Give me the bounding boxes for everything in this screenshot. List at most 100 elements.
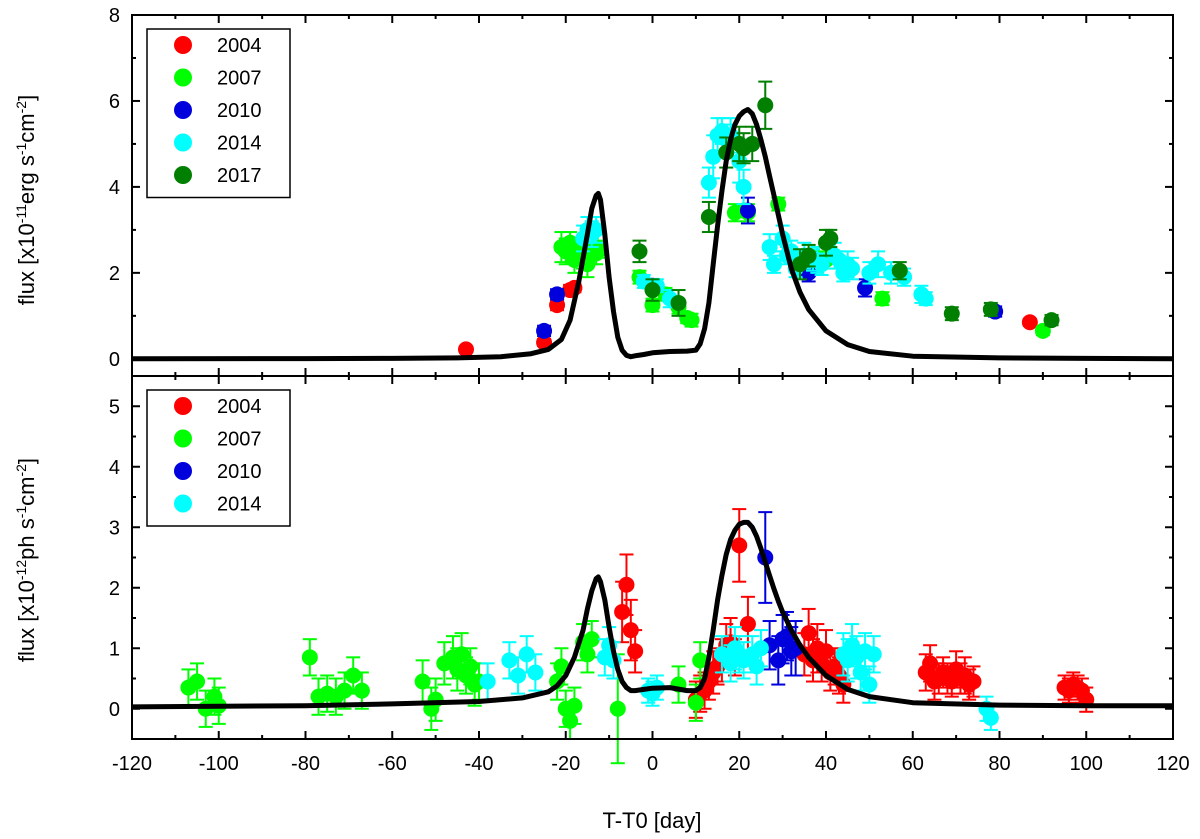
data-marker	[462, 658, 479, 675]
bottom-ylabel-exp: -1	[13, 506, 29, 519]
legend-marker-2007	[174, 68, 192, 87]
x-tick-label: 60	[902, 753, 924, 775]
bottom-ylabel-exp: -2	[13, 464, 29, 477]
bottom-ylabel-part: cm	[14, 477, 39, 506]
y-tick-label: 8	[109, 5, 120, 27]
data-marker	[757, 97, 774, 114]
y-tick-label: 2	[109, 578, 120, 600]
bottom-ylabel-exp: -12	[13, 560, 29, 580]
top-ylabel-exp: -11	[13, 204, 29, 223]
data-marker	[301, 649, 318, 666]
data-point-2014	[917, 290, 934, 307]
data-point-2017	[822, 228, 839, 249]
bottom-ylabel-part: ph s	[14, 518, 39, 560]
data-marker	[818, 643, 834, 660]
data-marker	[1043, 312, 1060, 329]
top-y-axis-label: flux [x10-11erg s-1cm-2]	[13, 95, 39, 305]
top-ylabel-exp: -2	[13, 101, 29, 114]
data-marker	[518, 646, 535, 663]
data-marker	[700, 174, 717, 191]
data-point-2007	[566, 686, 583, 725]
x-tick-label: 100	[1070, 753, 1103, 775]
x-tick-label: 80	[988, 753, 1010, 775]
x-tick-label: -80	[291, 753, 320, 775]
legend-label: 2014	[217, 133, 262, 155]
data-marker	[739, 616, 756, 633]
data-point-2014	[527, 653, 544, 692]
data-marker	[891, 262, 908, 279]
data-marker	[765, 256, 782, 273]
data-point-2004	[1021, 314, 1038, 331]
bottom-ylabel-part: flux [x10	[14, 580, 39, 662]
data-marker	[614, 603, 631, 620]
data-point-2017	[670, 289, 687, 317]
x-tick-label: -60	[378, 753, 407, 775]
data-point-2014	[865, 635, 882, 674]
data-point-2010	[536, 322, 553, 339]
data-marker	[588, 221, 605, 238]
data-marker	[800, 247, 817, 264]
data-marker	[527, 664, 544, 681]
data-point-2004	[731, 508, 748, 583]
data-marker	[917, 290, 934, 307]
data-point-2017	[982, 301, 999, 318]
x-tick-label: -40	[465, 753, 494, 775]
data-marker	[510, 667, 527, 684]
bottom-ylabel-part: ]	[14, 458, 39, 464]
data-marker	[479, 673, 496, 690]
data-marker	[874, 290, 891, 307]
data-marker	[735, 178, 752, 195]
data-marker	[865, 646, 882, 663]
model-curve	[131, 107, 1174, 362]
legend-marker-2004	[174, 36, 192, 54]
legend-marker-2010	[174, 462, 192, 480]
data-marker	[813, 256, 830, 273]
data-point-2007	[683, 312, 700, 329]
legend-box	[146, 389, 291, 527]
top-model-curve-layer	[131, 107, 1174, 362]
data-point-2010	[549, 286, 566, 303]
data-point-2014	[761, 233, 778, 261]
data-marker	[744, 135, 761, 152]
x-tick-label: -120	[112, 753, 152, 775]
data-point-2007	[692, 641, 709, 680]
x-tick-label: -20	[551, 753, 580, 775]
legend-marker-2014	[174, 494, 192, 513]
data-point-2017	[1043, 312, 1060, 329]
data-point-2004	[457, 341, 474, 358]
bottom-panel: 0 1 2 3 4 5 -120 -100 -80 -60 -40 -20 0 20 40 60 80 100 12…	[13, 375, 1190, 833]
bottom-y-axis-label: flux [x10-12ph s-1cm-2]	[13, 458, 39, 662]
data-point-2017	[644, 278, 661, 302]
data-point-2007	[189, 662, 206, 701]
data-marker	[549, 286, 566, 303]
data-marker	[943, 305, 960, 322]
legend-marker-2010	[174, 101, 192, 119]
bottom-legend: 2004 2007 2010 2014	[146, 389, 291, 527]
y-tick-label: 3	[109, 517, 120, 539]
y-tick-label: 5	[109, 396, 120, 418]
data-marker	[861, 676, 878, 693]
data-point-2017	[631, 239, 648, 264]
data-marker	[844, 260, 861, 277]
data-point-2014	[813, 252, 830, 277]
x-axis-label: T-T0 [day]	[602, 808, 701, 833]
data-marker	[1021, 314, 1038, 331]
data-point-2014	[844, 256, 861, 281]
legend-label: 2017	[217, 165, 262, 187]
data-marker	[761, 239, 778, 256]
x-tick-label: 20	[728, 753, 750, 775]
data-point-2017	[735, 132, 752, 165]
data-point-2014	[735, 641, 752, 680]
data-marker	[618, 576, 635, 593]
legend-marker-2014	[174, 133, 192, 152]
data-marker	[1034, 322, 1051, 339]
y-tick-label: 6	[109, 91, 120, 113]
top-ylabel-part: flux [x10	[14, 223, 39, 305]
data-marker	[414, 673, 431, 690]
data-point-2017	[891, 261, 908, 281]
y-tick-label: 4	[109, 177, 120, 199]
top-ylabel-part: ]	[14, 95, 39, 101]
x-tick-label: 0	[647, 753, 658, 775]
data-point-2004	[965, 665, 982, 698]
